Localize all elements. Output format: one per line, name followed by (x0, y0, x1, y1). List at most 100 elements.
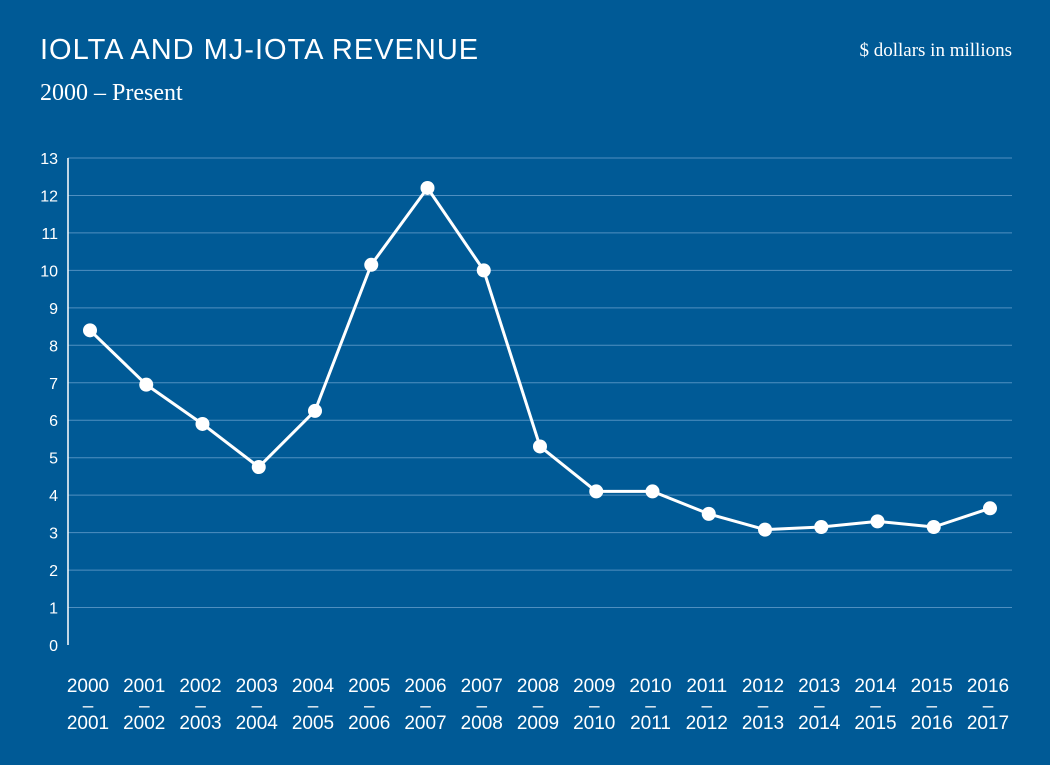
data-point (589, 484, 604, 499)
x-tick-label: 2004–2005 (292, 676, 335, 734)
data-point (139, 377, 154, 392)
x-tick-dash: – (420, 696, 431, 717)
x-tick-dash: – (83, 696, 94, 717)
data-point (251, 460, 266, 475)
x-tick-label: 2001–2002 (123, 676, 165, 734)
x-tick-dash: – (139, 696, 150, 717)
x-tick-end-year: 2012 (686, 713, 728, 734)
x-tick-dash: – (308, 696, 319, 717)
x-tick-end-year: 2010 (573, 713, 615, 734)
x-tick-label: 2005–2006 (348, 676, 390, 734)
x-tick-label: 2006–2007 (404, 676, 446, 734)
x-tick-start-year: 2008 (517, 676, 559, 697)
data-point (420, 180, 435, 195)
y-tick-label: 11 (41, 226, 58, 243)
y-tick-label: 5 (49, 451, 58, 468)
x-tick-label: 2013–2014 (798, 676, 841, 734)
x-tick-end-year: 2006 (348, 713, 390, 734)
x-tick-start-year: 2016 (967, 676, 1009, 697)
y-tick-label: 3 (49, 526, 58, 543)
x-tick-start-year: 2013 (798, 676, 840, 697)
x-axis-ticks: 2000–20012001–20022002–20032003–20042004… (67, 676, 1009, 734)
x-tick-label: 2003–2004 (236, 676, 279, 734)
x-tick-label: 2014–2015 (854, 676, 897, 734)
x-tick-dash: – (476, 696, 487, 717)
x-tick-dash: – (589, 696, 600, 717)
x-tick-end-year: 2002 (123, 713, 165, 734)
x-tick-label: 2009–2010 (573, 676, 615, 734)
x-tick-dash: – (251, 696, 262, 717)
y-tick-label: 4 (49, 488, 58, 505)
x-tick-end-year: 2008 (461, 713, 503, 734)
x-tick-end-year: 2009 (517, 713, 559, 734)
x-tick-end-year: 2015 (854, 713, 896, 734)
y-tick-label: 12 (40, 188, 58, 205)
units-label: $ dollars in millions (859, 40, 1012, 61)
x-tick-start-year: 2001 (123, 676, 165, 697)
data-point (926, 519, 941, 534)
y-tick-label: 9 (49, 301, 58, 318)
x-tick-start-year: 2012 (742, 676, 784, 697)
data-point (758, 522, 772, 537)
data-point (364, 257, 379, 272)
x-tick-dash: – (758, 696, 769, 717)
data-point (983, 501, 997, 516)
x-tick-end-year: 2014 (798, 713, 841, 734)
x-tick-dash: – (701, 696, 712, 717)
x-tick-label: 2008–2009 (517, 676, 559, 734)
x-tick-label: 2000–2001 (67, 676, 109, 734)
y-tick-label: 1 (49, 601, 58, 618)
x-tick-start-year: 2003 (236, 676, 278, 697)
y-tick-label: 0 (49, 638, 58, 655)
x-tick-end-year: 2017 (967, 713, 1009, 734)
x-tick-start-year: 2015 (911, 676, 953, 697)
data-points (83, 180, 997, 537)
x-tick-label: 2016–2017 (967, 676, 1009, 734)
x-tick-label: 2012–2013 (742, 676, 784, 734)
y-tick-label: 13 (40, 151, 58, 168)
x-tick-label: 2002–2003 (179, 676, 221, 734)
x-tick-dash: – (195, 696, 206, 717)
x-tick-start-year: 2000 (67, 676, 109, 697)
x-tick-start-year: 2007 (461, 676, 503, 697)
x-tick-end-year: 2005 (292, 713, 334, 734)
data-point (701, 506, 716, 521)
chart-subtitle: 2000 – Present (40, 80, 183, 106)
x-tick-end-year: 2007 (404, 713, 446, 734)
x-tick-end-year: 2016 (911, 713, 953, 734)
x-tick-end-year: 2013 (742, 713, 784, 734)
y-tick-label: 8 (49, 338, 58, 355)
x-tick-end-year: 2004 (236, 713, 279, 734)
x-tick-dash: – (645, 696, 656, 717)
data-point (83, 323, 97, 338)
x-tick-label: 2010–2011 (629, 676, 671, 734)
x-tick-end-year: 2001 (67, 713, 109, 734)
x-tick-end-year: 2003 (179, 713, 221, 734)
y-tick-label: 6 (49, 413, 58, 430)
chart-title: IOLTA AND MJ-IOTA REVENUE (40, 34, 480, 66)
y-tick-label: 7 (49, 376, 58, 393)
data-point (870, 514, 885, 529)
x-tick-label: 2015–2016 (911, 676, 953, 734)
y-tick-label: 10 (40, 263, 58, 280)
grid-lines (68, 157, 1012, 609)
y-tick-label: 2 (49, 563, 58, 580)
x-tick-start-year: 2004 (292, 676, 335, 697)
x-tick-start-year: 2005 (348, 676, 390, 697)
x-tick-dash: – (814, 696, 825, 717)
x-tick-start-year: 2014 (854, 676, 897, 697)
x-tick-end-year: 2011 (630, 713, 671, 734)
x-tick-dash: – (870, 696, 881, 717)
x-tick-start-year: 2006 (404, 676, 446, 697)
data-point (645, 484, 660, 499)
data-point (308, 403, 322, 418)
data-point (814, 519, 829, 534)
series-line (88, 186, 991, 532)
data-point (195, 416, 210, 431)
data-point (476, 263, 491, 278)
x-tick-start-year: 2009 (573, 676, 615, 697)
x-tick-label: 2007–2008 (461, 676, 503, 734)
x-tick-dash: – (926, 696, 937, 717)
